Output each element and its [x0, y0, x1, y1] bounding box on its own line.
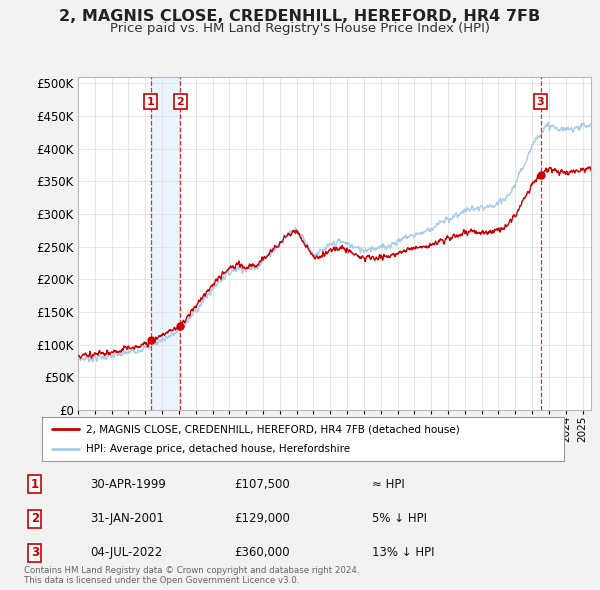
Text: Contains HM Land Registry data © Crown copyright and database right 2024.
This d: Contains HM Land Registry data © Crown c… [24, 566, 359, 585]
Text: 2: 2 [31, 512, 39, 525]
Text: 1: 1 [31, 478, 39, 491]
Text: 04-JUL-2022: 04-JUL-2022 [90, 546, 162, 559]
Text: 13% ↓ HPI: 13% ↓ HPI [372, 546, 434, 559]
Text: 3: 3 [31, 546, 39, 559]
Text: 31-JAN-2001: 31-JAN-2001 [90, 512, 164, 525]
Text: HPI: Average price, detached house, Herefordshire: HPI: Average price, detached house, Here… [86, 444, 350, 454]
Text: 30-APR-1999: 30-APR-1999 [90, 478, 166, 491]
Text: £107,500: £107,500 [234, 478, 290, 491]
Text: 3: 3 [537, 97, 544, 107]
Text: 1: 1 [147, 97, 155, 107]
Text: £360,000: £360,000 [234, 546, 290, 559]
Text: 2, MAGNIS CLOSE, CREDENHILL, HEREFORD, HR4 7FB (detached house): 2, MAGNIS CLOSE, CREDENHILL, HEREFORD, H… [86, 424, 460, 434]
Text: Price paid vs. HM Land Registry's House Price Index (HPI): Price paid vs. HM Land Registry's House … [110, 22, 490, 35]
Text: £129,000: £129,000 [234, 512, 290, 525]
Text: ≈ HPI: ≈ HPI [372, 478, 405, 491]
Text: 5% ↓ HPI: 5% ↓ HPI [372, 512, 427, 525]
Bar [151, 77, 180, 410]
Text: 2: 2 [176, 97, 184, 107]
Text: 2, MAGNIS CLOSE, CREDENHILL, HEREFORD, HR4 7FB: 2, MAGNIS CLOSE, CREDENHILL, HEREFORD, H… [59, 9, 541, 24]
